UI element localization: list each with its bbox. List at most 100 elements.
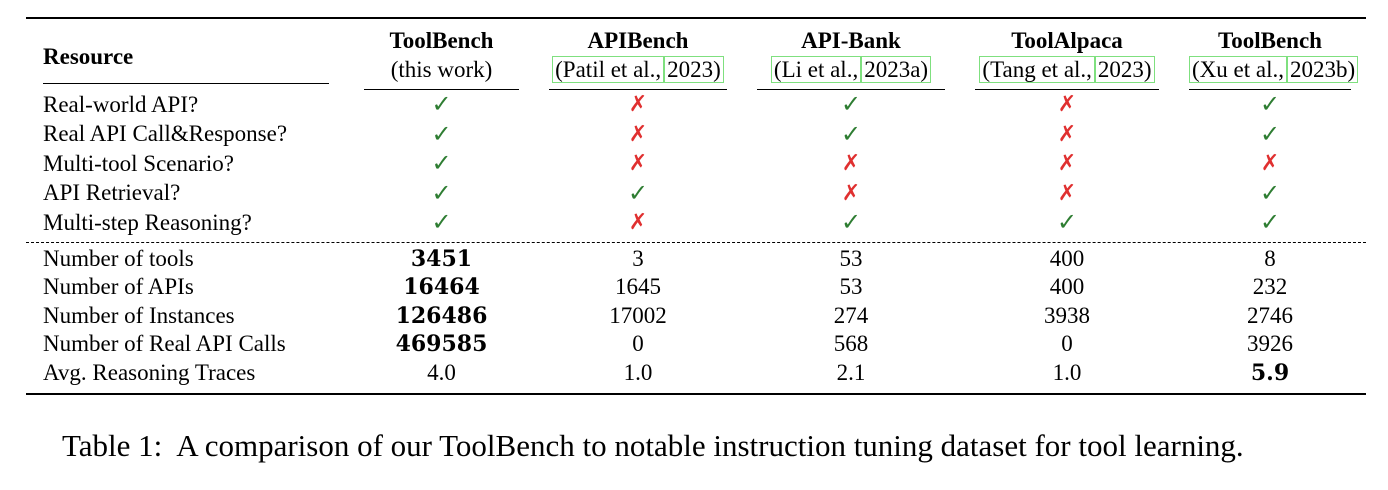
value-text: 2746 <box>1247 302 1293 328</box>
citation-author-link[interactable]: (Tang et al., <box>979 56 1095 83</box>
feature-rows: Real-world API? ✓ ✗ ✓ ✗ ✓ Real API Call&Respon… <box>26 90 1366 238</box>
value-text: 274 <box>833 302 869 328</box>
check-icon: ✓ <box>431 119 452 148</box>
comparison-table: Resource ToolBench (this work) APIBench … <box>26 17 1366 395</box>
cross-icon: ✗ <box>1057 121 1077 147</box>
table-row: Real-world API? ✓ ✗ ✓ ✗ ✓ <box>26 90 1366 120</box>
cell-value: 16464 <box>349 273 534 302</box>
cell-value: 126486 <box>349 302 534 331</box>
table-row: Number of APIs 16464 1645 53 400 232 <box>26 273 1366 302</box>
cell: ✓ <box>1174 120 1366 150</box>
cross-icon: ✗ <box>628 210 648 235</box>
cell-value: 3926 <box>1174 330 1366 359</box>
citation-year-link[interactable]: 2023b) <box>1286 56 1359 83</box>
check-icon: ✓ <box>1259 119 1281 148</box>
cell: ✓ <box>349 90 534 120</box>
cell-value: 3 <box>534 245 742 274</box>
cross-icon: ✗ <box>1057 151 1077 176</box>
cross-icon: ✗ <box>1057 92 1077 117</box>
check-icon: ✓ <box>840 119 862 148</box>
cell: ✓ <box>349 120 534 150</box>
cell: ✓ <box>1174 179 1366 209</box>
cell: ✗ <box>742 149 960 179</box>
row-label: Multi-tool Scenario? <box>43 150 234 176</box>
cell-value: 469585 <box>349 330 534 359</box>
header-col-4: ToolAlpaca (Tang et al., 2023) <box>960 27 1174 90</box>
check-icon: ✓ <box>431 178 452 207</box>
cell-value: 400 <box>960 245 1174 274</box>
header-col-2-name: APIBench <box>587 28 689 53</box>
row-label: Real API Call&Response? <box>43 121 288 146</box>
cross-icon: ✗ <box>841 151 861 176</box>
row-label: API Retrieval? <box>43 180 181 205</box>
value-text: 400 <box>1049 274 1085 299</box>
header-col-3-cite: (Li et al., 2023a) <box>757 55 945 85</box>
dashed-separator <box>26 241 1366 243</box>
value-text: 1.0 <box>623 359 653 385</box>
numeric-table-grid: Number of tools 3451 3 53 400 8 Number of APIs… <box>26 245 1366 388</box>
cell: ✓ <box>1174 90 1366 120</box>
check-icon: ✓ <box>1259 90 1281 118</box>
cell: ✓ <box>742 90 960 120</box>
top-rule <box>26 17 1366 19</box>
check-icon: ✓ <box>1259 178 1281 207</box>
value-text: 16464 <box>403 274 480 300</box>
value-text: 2.1 <box>836 359 866 385</box>
citation-year-link[interactable]: 2023a) <box>861 56 932 83</box>
cell: ✗ <box>534 120 742 150</box>
cell-value: 5.9 <box>1174 359 1366 388</box>
value-text: 3926 <box>1247 331 1293 356</box>
cell: ✓ <box>742 120 960 150</box>
citation-author-link[interactable]: (Li et al., <box>770 56 862 83</box>
cell-value: 1645 <box>534 273 742 302</box>
header-resource-cell: Resource <box>26 27 349 90</box>
header-col-4-cite: (Tang et al., 2023) <box>975 55 1159 85</box>
cross-icon: ✗ <box>841 180 861 206</box>
header-col-5-cite: (Xu et al., 2023b) <box>1189 55 1359 85</box>
cell: ✗ <box>960 120 1174 150</box>
cell: ✗ <box>534 208 742 238</box>
check-icon: ✓ <box>1056 208 1078 236</box>
header-col-2: APIBench (Patil et al., 2023) <box>534 27 742 90</box>
cell-value: 274 <box>742 302 960 331</box>
cell-value: 4.0 <box>349 359 534 388</box>
value-text: 469585 <box>395 331 488 357</box>
cell: ✓ <box>1174 208 1366 238</box>
cell-value: 2746 <box>1174 302 1366 331</box>
cell: ✓ <box>349 208 534 238</box>
cross-icon: ✗ <box>1057 180 1077 206</box>
citation-year-link[interactable]: 2023) <box>1094 56 1155 83</box>
cell-value: 3938 <box>960 302 1174 331</box>
cell-value: 0 <box>534 330 742 359</box>
cross-icon: ✗ <box>1260 151 1280 176</box>
cell-value: 400 <box>960 273 1174 302</box>
caption-label: Table 1: <box>62 428 163 463</box>
citation-year-link[interactable]: 2023) <box>664 56 724 83</box>
header-row: Resource ToolBench (this work) APIBench … <box>26 27 1366 90</box>
caption-text: A comparison of our ToolBench to notable… <box>176 428 1244 463</box>
table-row: API Retrieval? ✓ ✓ ✗ ✗ ✓ <box>26 179 1366 209</box>
cell-value: 232 <box>1174 273 1366 302</box>
cell-value: 1.0 <box>960 359 1174 388</box>
cell-value: 17002 <box>534 302 742 331</box>
header-col-1-name: ToolBench <box>389 28 494 53</box>
header-col-1-sub: (this work) <box>390 57 493 82</box>
row-label: Avg. Reasoning Traces <box>43 359 256 385</box>
value-text: 400 <box>1049 245 1085 271</box>
cell-value: 8 <box>1174 245 1366 274</box>
cell: ✗ <box>534 90 742 120</box>
citation-author-link[interactable]: (Xu et al., <box>1189 56 1287 83</box>
value-text: 53 <box>839 245 863 271</box>
cell-value: 1.0 <box>534 359 742 388</box>
cell-value: 53 <box>742 245 960 274</box>
value-text: 5.9 <box>1250 359 1290 386</box>
value-text: 1.0 <box>1052 359 1082 385</box>
cell: ✗ <box>960 179 1174 209</box>
check-icon: ✓ <box>840 90 862 118</box>
citation-author-link[interactable]: (Patil et al., <box>552 56 665 83</box>
row-label: Multi-step Reasoning? <box>43 209 252 235</box>
header-col-4-name: ToolAlpaca <box>1011 28 1123 53</box>
table-row: Number of tools 3451 3 53 400 8 <box>26 245 1366 274</box>
row-label: Number of APIs <box>43 274 194 299</box>
cross-icon: ✗ <box>628 151 648 176</box>
